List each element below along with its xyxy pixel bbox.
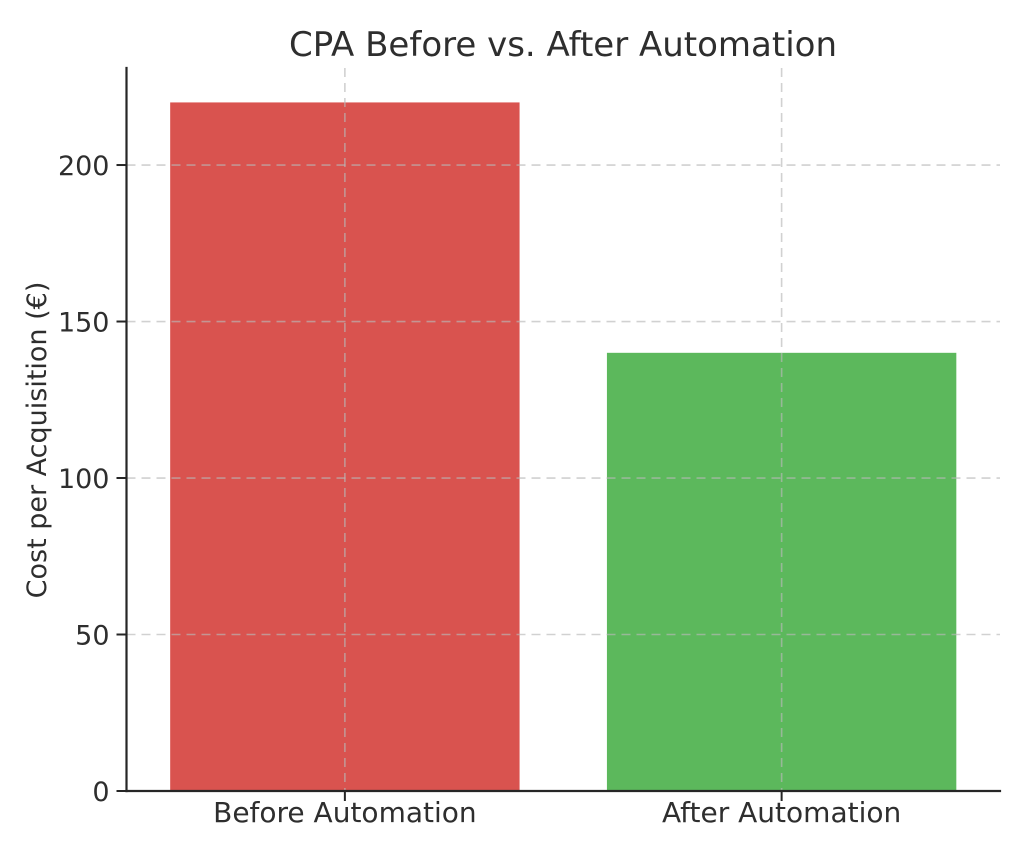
y-axis-label: Cost per Acquisition (€) (22, 282, 53, 599)
y-tick-label-0: 0 (92, 777, 109, 808)
chart-title: CPA Before vs. After Automation (289, 25, 837, 65)
y-tick-label-50: 50 (75, 621, 109, 652)
y-tick-label-100: 100 (58, 464, 110, 495)
axis-layer: 0 50 100 150 200 Before Automation After Autom… (58, 66, 1002, 829)
x-tick-label-after-automation: After Automation (662, 796, 901, 829)
bars-layer (170, 102, 957, 791)
y-tick-label-150: 150 (58, 308, 110, 339)
y-tick-label-200: 200 (58, 151, 110, 182)
x-tick-label-before-automation: Before Automation (213, 796, 477, 829)
